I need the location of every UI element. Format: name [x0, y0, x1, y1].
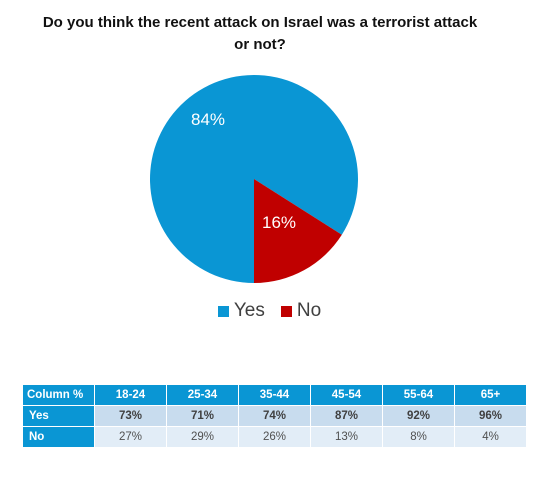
table-cell: 26% — [238, 426, 311, 448]
legend-item-no: No — [280, 300, 322, 322]
table-header-row: Column % 18-24 25-34 35-44 45-54 55-64 6… — [22, 384, 527, 406]
table-cell: 4% — [454, 426, 527, 448]
table-header-cell: 25-34 — [166, 384, 239, 406]
row-label-no: No — [22, 426, 95, 448]
legend-swatch-no — [280, 305, 292, 317]
table-cell: 71% — [166, 405, 239, 427]
age-breakdown-table: Column % 18-24 25-34 35-44 45-54 55-64 6… — [22, 384, 527, 448]
table-row-yes: Yes 73% 71% 74% 87% 92% 96% — [22, 405, 527, 427]
table-header-cell: 18-24 — [94, 384, 167, 406]
table-cell: 27% — [94, 426, 167, 448]
pie-label-yes: 84% — [191, 110, 225, 129]
legend-item-yes: Yes — [217, 300, 265, 322]
table-cell: 29% — [166, 426, 239, 448]
legend: Yes No — [0, 300, 539, 322]
table-header-cell: 65+ — [454, 384, 527, 406]
table-header-cell: 45-54 — [310, 384, 383, 406]
table-cell: 96% — [454, 405, 527, 427]
table-cell: 87% — [310, 405, 383, 427]
table-header-corner: Column % — [22, 384, 95, 406]
pie-chart: 84% 16% — [150, 75, 358, 283]
table-cell: 73% — [94, 405, 167, 427]
table-cell: 92% — [382, 405, 455, 427]
table-row-no: No 27% 29% 26% 13% 8% 4% — [22, 426, 527, 448]
row-label-yes: Yes — [22, 405, 95, 427]
legend-label-yes: Yes — [233, 300, 265, 321]
table-cell: 74% — [238, 405, 311, 427]
table-header-cell: 55-64 — [382, 384, 455, 406]
pie-label-no: 16% — [262, 213, 296, 232]
pie-slice-no — [254, 179, 342, 283]
table-cell: 13% — [310, 426, 383, 448]
table-header-cell: 35-44 — [238, 384, 311, 406]
legend-swatch-yes — [217, 305, 229, 317]
chart-title: Do you think the recent attack on Israel… — [42, 14, 478, 53]
table-cell: 8% — [382, 426, 455, 448]
legend-label-no: No — [296, 300, 322, 321]
